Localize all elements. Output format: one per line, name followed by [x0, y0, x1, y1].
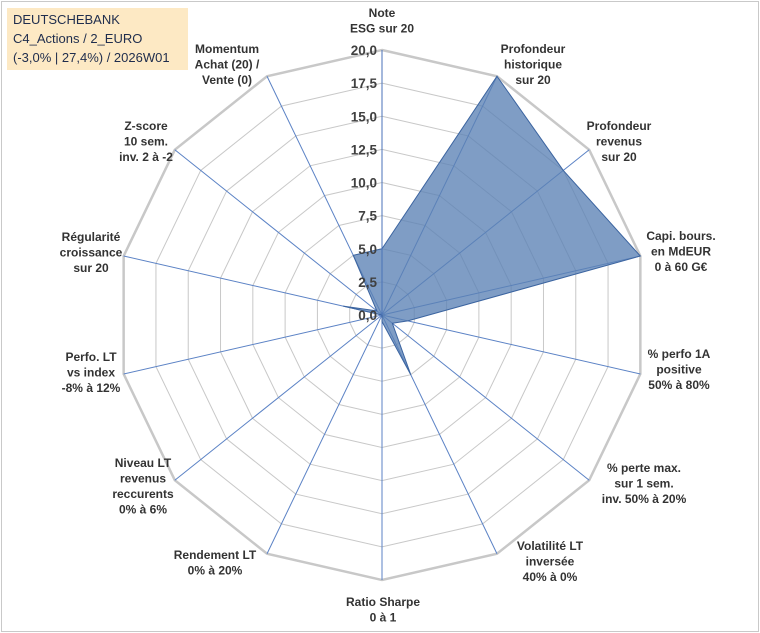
- axis-label: inversée: [526, 555, 575, 569]
- axis-label: % perfo 1A: [648, 347, 711, 361]
- tick-label: 10,0: [351, 176, 377, 191]
- axis-label: Perfo. LT: [65, 350, 117, 364]
- axis-label: Achat (20) /: [195, 58, 260, 72]
- axis-label: % perte max.: [607, 461, 681, 475]
- axis-label: Vente (0): [202, 73, 252, 87]
- series-area: [343, 75, 642, 375]
- axis-label: Note: [369, 6, 396, 20]
- radar-tick-labels: 0,0 2,5 5,0 7,5 10,0 12,5 15,0 17,5 20,0: [351, 43, 378, 323]
- tick-label: 5,0: [358, 242, 377, 257]
- tick-label: 20,0: [351, 43, 377, 58]
- title-line-perf: (-3,0% | 27,4%) / 2026W01: [13, 50, 170, 65]
- title-line-company: DEUTSCHEBANK: [13, 12, 120, 27]
- axis-label: revenus: [120, 472, 166, 486]
- axis-label: Capi. bours.: [646, 229, 715, 243]
- axis-label: en MdEUR: [651, 245, 711, 259]
- axis-spoke: [381, 314, 641, 375]
- axis-label: 50% à 80%: [648, 378, 710, 392]
- axis-spoke: [266, 314, 383, 554]
- axis-spoke: [174, 314, 383, 481]
- chart-title-box: DEUTSCHEBANK C4_Actions / 2_EURO (-3,0% …: [7, 8, 188, 70]
- title-line-category: C4_Actions / 2_EURO: [13, 31, 143, 46]
- axis-spoke: [381, 314, 590, 481]
- axis-label: 0% à 6%: [119, 503, 167, 517]
- axis-label: sur 1 sem.: [614, 477, 673, 491]
- radar-series: [343, 50, 642, 375]
- axis-label: Momentum: [195, 42, 259, 56]
- tick-label: 12,5: [351, 142, 378, 157]
- axis-label: Niveau LT: [115, 456, 172, 470]
- axis-spoke: [174, 149, 383, 316]
- axis-label: sur 20: [73, 261, 109, 275]
- tick-label: 15,0: [351, 109, 377, 124]
- axis-label: inv. 2 à -2: [119, 150, 173, 164]
- axis-label: positive: [656, 363, 702, 377]
- tick-label: 7,5: [358, 209, 377, 224]
- axis-label: Profondeur: [587, 119, 652, 133]
- axis-label: Volatilité LT: [517, 539, 584, 553]
- axis-label: reccurents: [112, 487, 174, 501]
- axis-label: Ratio Sharpe: [346, 595, 420, 609]
- axis-label: vs index: [67, 366, 115, 380]
- tick-label: 0,0: [358, 308, 377, 323]
- axis-label: 0 à 1: [370, 611, 397, 625]
- axis-label: Z-score: [124, 119, 168, 133]
- axis-label: Profondeur: [501, 42, 566, 56]
- axis-label: 10 sem.: [124, 135, 168, 149]
- tick-label: 17,5: [351, 76, 378, 91]
- axis-label: 40% à 0%: [523, 570, 578, 584]
- axis-label: ESG sur 20: [350, 22, 414, 36]
- axis-label: -8% à 12%: [62, 381, 121, 395]
- axis-label: inv. 50% à 20%: [602, 492, 687, 506]
- axis-label: sur 20: [601, 150, 637, 164]
- axis-label: croissance: [60, 246, 123, 260]
- axis-label: Régularité: [62, 230, 121, 244]
- axis-spoke: [123, 314, 383, 375]
- axis-label: sur 20: [515, 73, 551, 87]
- axis-label: 0 à 60 G€: [655, 260, 708, 274]
- axis-label: revenus: [596, 135, 642, 149]
- axis-label: Rendement LT: [174, 548, 257, 562]
- axis-label: historique: [504, 58, 562, 72]
- tick-label: 2,5: [358, 275, 377, 290]
- axis-spoke: [123, 255, 383, 316]
- axis-label: 0% à 20%: [188, 564, 243, 578]
